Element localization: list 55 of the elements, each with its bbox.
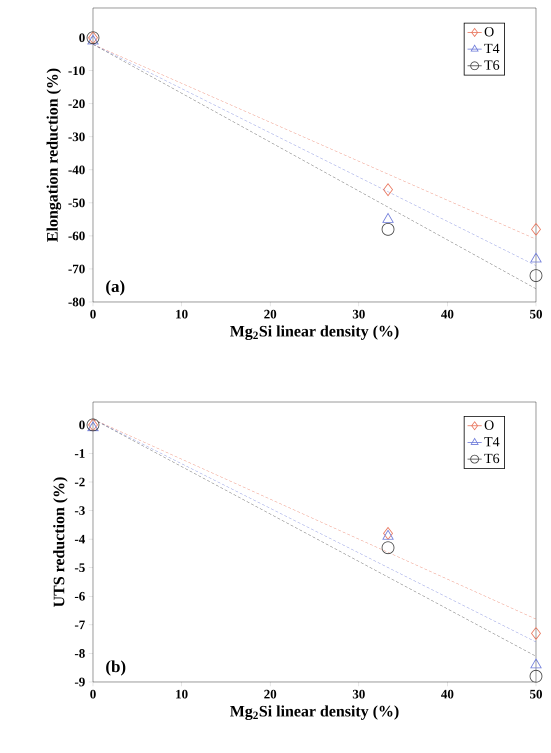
y-tick-label: -9	[74, 678, 85, 686]
y-tick-label: -60	[68, 232, 85, 240]
y-tick-label: -70	[68, 264, 85, 274]
y-tick-label: -50	[68, 198, 85, 208]
point	[383, 527, 393, 540]
legend-label: T4	[484, 437, 500, 446]
y-tick-label: -10	[68, 66, 85, 76]
y-tick-label: -40	[68, 165, 85, 174]
x-tick-label: 10	[176, 690, 188, 698]
x-axis-title: Mg$_{2}$Si linear density (%)	[230, 705, 399, 720]
legend-label: T6	[484, 60, 500, 70]
y-tick-label: 0	[79, 420, 85, 430]
y-tick-label: -8	[74, 649, 85, 658]
y-tick-label: -4	[74, 534, 85, 544]
x-tick-label: 50	[530, 690, 542, 698]
x-tick-label: 30	[352, 310, 365, 318]
point	[382, 213, 394, 223]
y-axis-title: UTS reduction (%)	[53, 477, 68, 607]
point	[87, 34, 99, 44]
legend-label: T6	[484, 454, 500, 464]
x-tick-label: 40	[441, 310, 454, 318]
x-tick-label: 20	[264, 690, 276, 698]
point	[530, 670, 542, 683]
x-tick-label: 0	[90, 690, 96, 698]
y-tick-label: -5	[74, 563, 85, 572]
x-axis-title: Mg$_{2}$Si linear density (%)	[230, 325, 399, 340]
y-axis-title: Elongation reduction (%)	[46, 68, 62, 242]
y-tick-label: -30	[68, 132, 85, 142]
x-tick-label: 20	[264, 310, 276, 318]
y-tick-label: -6	[74, 592, 85, 601]
x-tick-label: 50	[530, 310, 542, 318]
y-tick-label: -2	[74, 478, 85, 486]
x-tick-label: 40	[441, 690, 454, 698]
y-tick-label: 0	[79, 33, 85, 42]
point	[382, 541, 394, 554]
y-tick-label: -7	[74, 620, 85, 630]
legend-label: O	[484, 27, 494, 36]
point	[531, 222, 541, 236]
y-tick-label: -1	[74, 449, 85, 458]
x-tick-label: 0	[90, 310, 96, 318]
x-tick-label: 10	[176, 310, 188, 318]
annotation: (b)	[106, 660, 126, 676]
legend-label: O	[484, 420, 494, 430]
y-tick-label: -80	[68, 298, 85, 306]
point	[383, 183, 393, 196]
point	[530, 252, 542, 262]
legend-label: T4	[484, 44, 500, 53]
point	[531, 627, 541, 640]
x-tick-label: 30	[352, 690, 365, 698]
annotation: (a)	[106, 280, 124, 296]
point	[382, 530, 394, 540]
point	[530, 269, 542, 282]
point	[382, 222, 394, 236]
y-tick-label: -3	[74, 506, 85, 515]
y-tick-label: -20	[68, 99, 85, 108]
